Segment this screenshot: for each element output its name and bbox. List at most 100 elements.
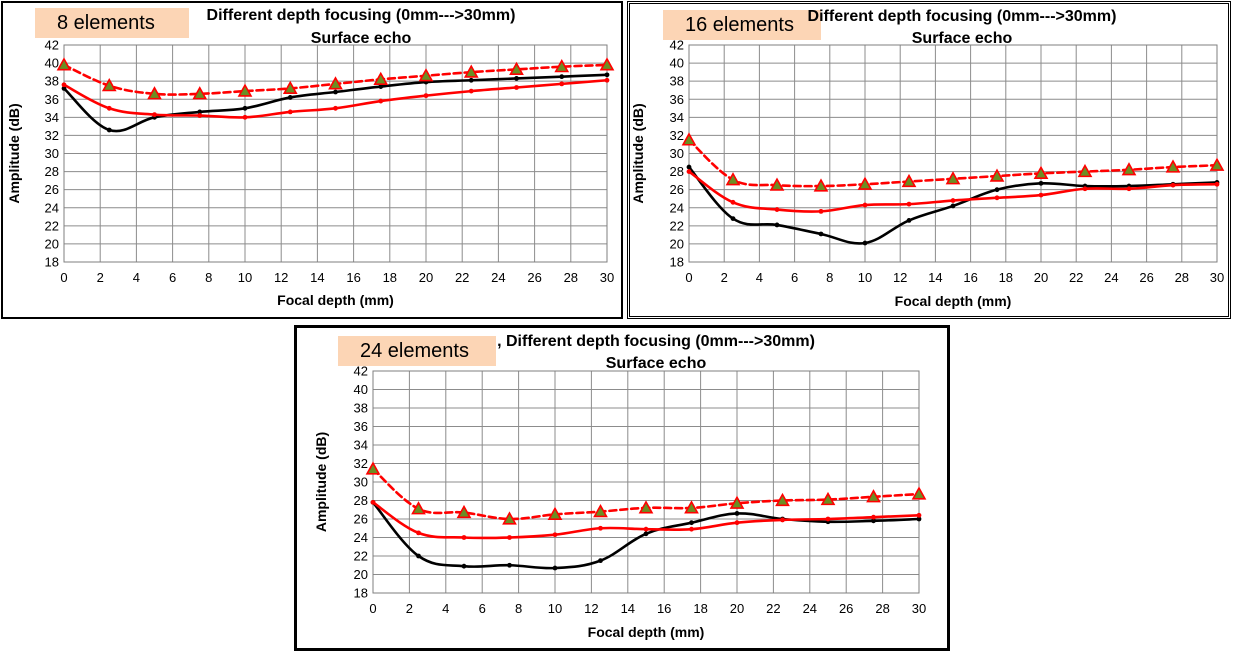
x-tick-label: 24 bbox=[1104, 270, 1118, 285]
x-tick-label: 4 bbox=[756, 270, 763, 285]
x-tick-label: 8 bbox=[205, 270, 212, 285]
data-point bbox=[514, 76, 519, 81]
chart-panel-24-elements: 18 20 22 24 26 28 30 32 34 36 38 40 42 0 2 4 6 8 10 12 14 16 1… bbox=[294, 325, 950, 651]
y-tick-label: 38 bbox=[354, 401, 368, 416]
data-point-triangle bbox=[1077, 163, 1093, 178]
data-point-triangle bbox=[866, 489, 881, 503]
data-point bbox=[468, 88, 474, 94]
data-point bbox=[559, 81, 565, 87]
data-point-triangle bbox=[237, 83, 253, 97]
y-tick-label: 32 bbox=[354, 456, 368, 471]
plot-area bbox=[688, 44, 1218, 263]
chart-subtitle: Surface echo bbox=[605, 355, 707, 372]
y-tick-label: 28 bbox=[45, 164, 59, 179]
data-point bbox=[906, 201, 912, 207]
data-point bbox=[686, 169, 692, 174]
x-tick-label: 6 bbox=[479, 601, 486, 616]
data-point bbox=[862, 202, 868, 208]
y-tick-label: 30 bbox=[670, 146, 684, 161]
data-point-triangle bbox=[775, 492, 790, 507]
plot-area bbox=[372, 370, 920, 594]
data-point bbox=[1038, 180, 1044, 186]
x-tick-label: 8 bbox=[515, 601, 522, 616]
data-point-triangle bbox=[56, 57, 72, 71]
x-tick-label: 22 bbox=[455, 270, 469, 285]
y-tick-label: 20 bbox=[670, 236, 684, 251]
data-point bbox=[333, 105, 338, 111]
x-tick-label: 12 bbox=[274, 270, 288, 285]
data-point bbox=[378, 84, 384, 89]
data-point bbox=[106, 127, 112, 133]
x-tick-label: 0 bbox=[60, 270, 67, 285]
y-tick-label: 34 bbox=[354, 438, 368, 453]
data-point bbox=[730, 199, 736, 205]
x-tick-label: 20 bbox=[419, 270, 433, 285]
data-point bbox=[468, 77, 474, 83]
data-point bbox=[604, 72, 610, 78]
data-point bbox=[689, 526, 694, 532]
data-point bbox=[1170, 182, 1176, 188]
data-point-triangle bbox=[192, 86, 208, 100]
grid bbox=[688, 44, 1218, 263]
data-point bbox=[916, 516, 922, 522]
x-axis-label: Focal depth (mm) bbox=[588, 624, 705, 640]
x-tick-label: 16 bbox=[657, 601, 671, 616]
y-tick-label: 18 bbox=[670, 255, 684, 270]
data-point-triangle bbox=[328, 76, 343, 90]
data-point-triangle bbox=[147, 86, 162, 100]
series-3 bbox=[56, 57, 615, 100]
y-tick-label: 32 bbox=[670, 128, 684, 143]
series-2 bbox=[686, 169, 1220, 214]
y-tick-label: 26 bbox=[354, 512, 368, 527]
y-tick-label: 32 bbox=[45, 128, 59, 143]
data-point-triangle bbox=[769, 177, 785, 191]
data-point bbox=[287, 95, 293, 100]
y-tick-label: 40 bbox=[45, 56, 59, 71]
data-point bbox=[552, 565, 558, 571]
data-point-triangle bbox=[681, 132, 697, 146]
chart-title: , Different depth focusing (0mm--->30mm) bbox=[497, 333, 815, 350]
x-tick-label: 30 bbox=[912, 601, 926, 616]
data-point bbox=[598, 525, 603, 531]
x-tick-label: 26 bbox=[527, 270, 541, 285]
data-point bbox=[686, 164, 692, 170]
y-tick-label: 34 bbox=[45, 110, 59, 125]
series-2 bbox=[61, 77, 610, 120]
data-point bbox=[734, 511, 740, 516]
data-point-triangle bbox=[1121, 162, 1137, 176]
y-tick-label: 30 bbox=[45, 146, 59, 161]
data-point-triangle bbox=[989, 168, 1005, 182]
x-tick-label: 12 bbox=[893, 270, 907, 285]
series-3 bbox=[681, 132, 1225, 192]
data-point bbox=[906, 218, 912, 223]
y-tick-label: 26 bbox=[45, 182, 59, 197]
x-tick-label: 26 bbox=[839, 601, 853, 616]
x-tick-label: 6 bbox=[791, 270, 798, 285]
data-point bbox=[734, 520, 740, 526]
data-point bbox=[197, 109, 203, 115]
data-point bbox=[514, 85, 519, 90]
data-point-triangle bbox=[456, 504, 472, 519]
y-tick-label: 38 bbox=[670, 74, 684, 89]
data-point bbox=[507, 535, 512, 540]
elements-badge: 16 elements bbox=[663, 10, 821, 40]
data-point bbox=[818, 231, 824, 237]
x-tick-label: 18 bbox=[693, 601, 707, 616]
data-point bbox=[871, 518, 876, 524]
data-point bbox=[825, 516, 831, 522]
chart-subtitle: Surface echo bbox=[911, 30, 1013, 47]
x-tick-label: 18 bbox=[999, 270, 1013, 285]
y-tick-label: 26 bbox=[670, 182, 684, 197]
x-tick-label: 22 bbox=[1069, 270, 1083, 285]
data-point-triangle bbox=[684, 500, 699, 514]
data-point bbox=[552, 532, 558, 538]
data-point bbox=[730, 216, 736, 222]
data-point bbox=[950, 198, 956, 203]
data-point bbox=[287, 109, 293, 115]
y-tick-label: 24 bbox=[354, 530, 368, 545]
series-3 bbox=[365, 461, 927, 525]
data-point-triangle bbox=[1033, 165, 1049, 179]
data-point bbox=[643, 531, 649, 537]
y-tick-label: 40 bbox=[354, 382, 368, 397]
